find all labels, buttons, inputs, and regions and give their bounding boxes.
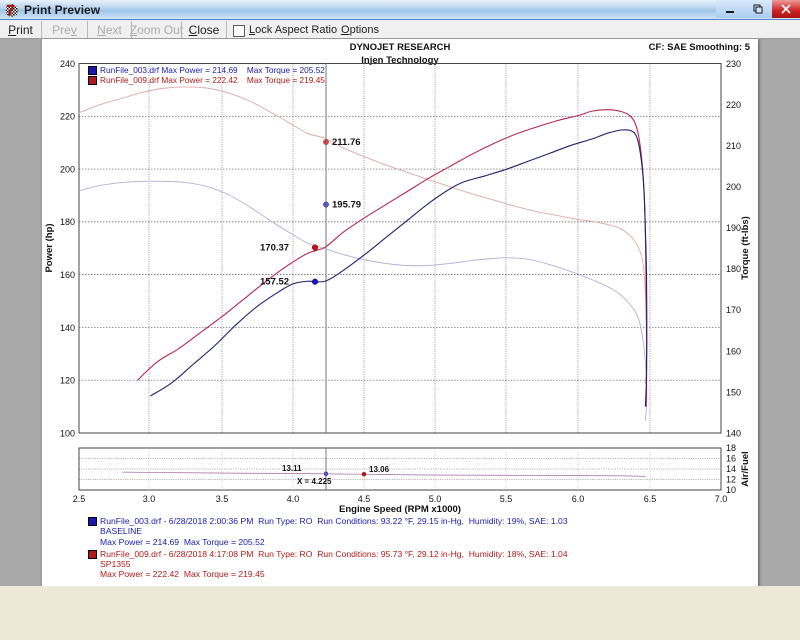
svg-text:4.0: 4.0 — [287, 494, 300, 504]
svg-text:200: 200 — [726, 182, 741, 192]
svg-text:Engine Speed (RPM x1000): Engine Speed (RPM x1000) — [339, 504, 461, 515]
svg-text:2.5: 2.5 — [73, 494, 86, 504]
svg-text:210: 210 — [726, 141, 741, 151]
svg-text:13.06: 13.06 — [369, 465, 390, 474]
svg-text:140: 140 — [60, 323, 75, 333]
svg-text:12: 12 — [726, 475, 736, 485]
svg-text:X = 4.225: X = 4.225 — [297, 477, 332, 486]
svg-text:160: 160 — [60, 270, 75, 280]
svg-text:13.11: 13.11 — [282, 464, 302, 473]
svg-text:100: 100 — [60, 429, 75, 439]
svg-text:Torque (ft-lbs): Torque (ft-lbs) — [740, 216, 751, 280]
svg-text:3.0: 3.0 — [143, 494, 156, 504]
svg-text:7.0: 7.0 — [715, 494, 728, 504]
svg-text:170: 170 — [726, 305, 741, 315]
svg-text:140: 140 — [726, 429, 741, 439]
svg-text:14: 14 — [726, 464, 736, 474]
svg-text:230: 230 — [726, 59, 741, 69]
svg-text:180: 180 — [60, 217, 75, 227]
svg-text:Power (hp): Power (hp) — [44, 223, 55, 272]
svg-text:18: 18 — [726, 443, 736, 453]
svg-text:157.52: 157.52 — [260, 277, 289, 288]
svg-text:180: 180 — [726, 264, 741, 274]
svg-text:Air/Fuel: Air/Fuel — [740, 451, 751, 486]
svg-text:211.76: 211.76 — [332, 137, 361, 148]
svg-text:6.0: 6.0 — [572, 494, 585, 504]
svg-text:10: 10 — [726, 485, 736, 495]
svg-text:195.79: 195.79 — [332, 200, 361, 211]
svg-text:3.5: 3.5 — [216, 494, 229, 504]
svg-text:170.37: 170.37 — [260, 243, 289, 254]
svg-text:220: 220 — [60, 112, 75, 122]
svg-text:220: 220 — [726, 100, 741, 110]
svg-text:160: 160 — [726, 347, 741, 357]
svg-text:120: 120 — [60, 376, 75, 386]
svg-text:5.0: 5.0 — [429, 494, 442, 504]
svg-text:150: 150 — [726, 388, 741, 398]
svg-text:7: 7 — [6, 2, 14, 18]
svg-text:16: 16 — [726, 454, 736, 464]
svg-text:240: 240 — [60, 59, 75, 69]
svg-text:190: 190 — [726, 223, 741, 233]
svg-text:6.5: 6.5 — [644, 494, 657, 504]
svg-text:4.5: 4.5 — [358, 494, 371, 504]
svg-text:5.5: 5.5 — [500, 494, 513, 504]
svg-text:200: 200 — [60, 165, 75, 175]
